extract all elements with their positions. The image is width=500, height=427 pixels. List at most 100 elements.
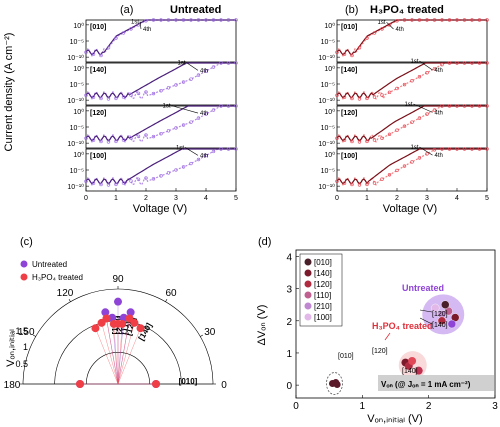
data-point <box>440 62 444 67</box>
panel-a-xlabel: Voltage (V) <box>133 203 187 215</box>
data-point <box>380 27 384 31</box>
data-point <box>129 179 133 183</box>
data-point <box>174 126 178 130</box>
annotation-fourth: 4th <box>396 27 404 33</box>
y-tick-label: 10⁰ <box>73 65 84 73</box>
data-point <box>144 133 148 137</box>
data-point <box>174 83 178 87</box>
untreated-point <box>431 303 440 313</box>
footnote-box <box>378 375 494 391</box>
annotation-first: 1st <box>411 59 419 65</box>
annotation-first: 1st <box>163 104 171 110</box>
data-point <box>410 79 414 83</box>
y-tick-label: 10⁰ <box>324 151 335 159</box>
data-point <box>219 147 223 151</box>
panel-b-plots: [010] 10⁰ 10⁻⁵ 10⁻¹⁰ 1st 4th [140] 10⁰ 10⁻⁵ 10⁻¹⁰… <box>318 18 489 202</box>
polar-point <box>152 380 160 388</box>
data-point <box>211 65 216 69</box>
panel-a-ylabel: Current density (A cm⁻²) <box>3 33 15 152</box>
polar-spoke <box>117 322 135 385</box>
first-scan-curve <box>336 148 487 185</box>
annotation-arrow <box>419 60 433 71</box>
data-point <box>159 18 163 22</box>
annotation-fourth: 4th <box>435 153 443 159</box>
data-point <box>219 104 223 108</box>
data-point <box>350 53 354 58</box>
direction-label: [010] <box>179 377 198 386</box>
legend-marker <box>304 269 312 277</box>
x-tick-label: 2 <box>426 401 432 412</box>
data-point <box>136 23 141 27</box>
data-point <box>234 104 238 108</box>
data-point <box>425 112 429 116</box>
point-010 <box>333 380 341 388</box>
polar-point <box>91 324 100 333</box>
y-tick-label: 10⁰ <box>324 22 335 30</box>
y-tick-label: 10⁻¹⁰ <box>318 183 335 191</box>
data-point <box>211 18 216 22</box>
data-point <box>99 96 103 101</box>
annotation-arrow <box>184 147 199 156</box>
data-point <box>226 61 231 65</box>
x-tick-label: 3 <box>425 195 429 202</box>
panel-b-xlabel: Voltage (V) <box>383 203 437 215</box>
data-point <box>357 183 362 187</box>
annotation-arrow <box>419 317 433 325</box>
data-point <box>84 50 88 55</box>
data-point <box>189 161 193 166</box>
data-point <box>402 18 407 22</box>
data-point <box>425 70 429 75</box>
x-tick-label: 1 <box>360 401 366 412</box>
data-point <box>357 140 362 144</box>
panel-b-letter: (b) <box>345 4 358 16</box>
subplot-frame <box>85 62 237 106</box>
data-point <box>402 124 407 128</box>
data-point <box>432 108 437 112</box>
data-point <box>226 18 231 22</box>
data-point <box>417 75 422 79</box>
annotation-fourth: 4th <box>200 68 208 74</box>
subplot-label: [140] <box>90 67 106 74</box>
annotation-first: 1st <box>176 145 184 151</box>
data-point <box>477 104 482 108</box>
y-tick-label: 10⁻¹⁰ <box>67 54 84 62</box>
data-point <box>462 147 467 151</box>
radial-tick-label: 1.5 <box>15 326 28 336</box>
data-point <box>189 18 193 22</box>
data-point <box>151 134 156 139</box>
data-point <box>144 19 148 23</box>
data-point <box>189 77 193 81</box>
polar-point <box>126 308 135 317</box>
data-point <box>211 108 216 112</box>
angle-tick-label: 90 <box>112 274 124 285</box>
data-point <box>234 147 238 151</box>
polar-spoke <box>101 322 119 385</box>
data-point <box>99 139 103 144</box>
x-tick-label: 2 <box>144 195 148 202</box>
data-point <box>447 61 452 65</box>
data-point <box>350 96 354 101</box>
data-point <box>455 147 459 151</box>
first-scan-curve <box>336 19 487 56</box>
data-point <box>387 90 392 95</box>
x-tick-label: 5 <box>234 195 238 202</box>
legend-label: [100] <box>314 313 332 322</box>
panel-d-scatter: 0 1 2 3 0 1 2 3 4 ΔVₒₙ (V) Vₒₙ,ᵢₙᵢₜᵢₐₗ (V) [010] [14… <box>256 249 498 425</box>
radial-tick-label: 0.5 <box>15 359 28 369</box>
subplot-label: [100] <box>341 153 357 160</box>
annotation-arrow <box>419 309 433 313</box>
y-tick-label: 3 <box>286 285 292 296</box>
data-point <box>219 18 223 22</box>
data-point <box>470 104 474 108</box>
data-point <box>159 131 163 136</box>
panel-d-xlabel: Vₒₙ,ᵢₙᵢₜᵢₐₗ (V) <box>367 413 422 425</box>
data-point <box>380 93 384 97</box>
data-point <box>417 156 422 160</box>
x-tick-label: 2 <box>395 195 399 202</box>
data-point <box>166 171 171 175</box>
untreated-point <box>441 300 450 309</box>
subplot-label: [140] <box>341 67 357 74</box>
radial-tick-label: 1 <box>23 342 28 352</box>
angle-tick <box>165 298 168 302</box>
first-scan-curve <box>85 148 236 185</box>
